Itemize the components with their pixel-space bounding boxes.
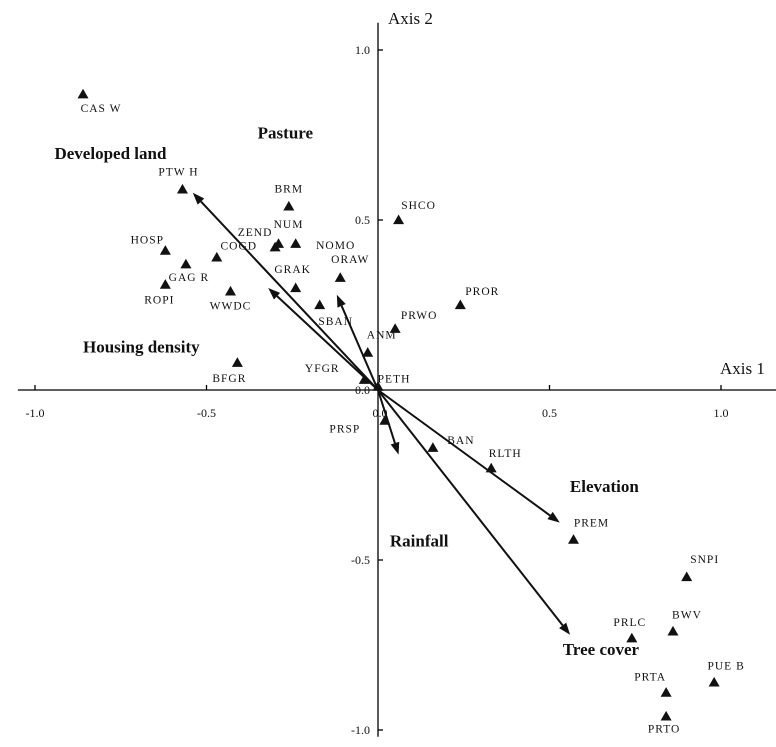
point-label-pue-b: PUE B [707,660,744,672]
point-sban [314,299,326,310]
point-prwo [389,323,401,333]
point-label-zend: ZEND [238,227,273,239]
vector-tree-cover-arrowhead [559,622,571,635]
point-label-snpi: SNPI [690,554,719,566]
vectors-layer [192,192,571,635]
point-peth [372,381,384,391]
point-nomo [290,238,302,248]
point-label-prwo: PRWO [401,310,438,322]
point-wwdc [225,285,237,296]
y-axis-title: Axis 2 [388,9,433,28]
point-rlth [485,462,497,473]
point-label-ropi: ROPI [144,295,174,307]
point-label-prta: PRTA [634,672,666,684]
vector-housing-density-arrowhead [268,288,281,300]
vector-developed-land-label: Developed land [54,144,166,163]
point-anm [362,347,374,357]
x-tick-label: 0.5 [542,406,557,420]
point-label-anm: ANM [367,330,397,342]
point-label-hosp: HOSP [131,235,164,247]
points-layer [77,88,720,721]
point-prta [660,687,672,697]
point-ptw-h [176,183,188,194]
point-prto [660,710,672,721]
vector-elevation-shaft [377,389,551,517]
point-label-oraw: ORAW [331,254,369,266]
point-label-shco: SHCO [401,200,436,212]
point-label-sban: SBAN [318,316,353,328]
vector-tree-cover-shaft [377,389,564,626]
point-bwv [667,625,679,636]
point-label-yfgr: YFGR [305,363,340,375]
point-label-prlc: PRLC [613,617,646,629]
point-num [273,238,285,248]
point-cas-w [77,88,89,99]
x-tick-label: -0.5 [197,406,216,420]
point-cogd [211,251,223,262]
vector-pasture-arrowhead [336,294,346,308]
y-tick-label: -1.0 [351,723,370,737]
y-tick-label: 0.0 [355,383,370,397]
vector-pasture-shaft [340,305,379,391]
point-label-bfgr: BFGR [212,373,246,385]
point-grak [290,282,302,293]
vector-developed-land-arrowhead [192,192,205,205]
point-prsp [379,415,391,425]
x-tick-label: -1.0 [26,406,45,420]
vector-housing-density-shaft [276,295,379,391]
point-bfgr [231,357,243,367]
point-label-ban: BAN [447,435,474,447]
point-label-cogd: COGD [220,240,257,252]
x-axis-title: Axis 1 [720,359,765,378]
point-label-bwv: BWV [672,609,702,621]
vector-tree-cover-label: Tree cover [563,640,640,659]
y-tick-label: 0.5 [355,213,370,227]
point-snpi [681,571,693,582]
y-tick-label: 1.0 [355,43,370,57]
point-label-prsp: PRSP [329,424,360,436]
point-label-pror: PROR [465,286,499,298]
point-label-cas-w: CAS W [81,103,122,115]
point-label-prto: PRTO [648,723,681,735]
point-pue-b [708,676,720,687]
vector-rainfall-shaft [377,389,396,444]
y-tick-label: -0.5 [351,553,370,567]
point-label-wwdc: WWDC [210,300,252,312]
point-label-ptw-h: PTW H [158,166,198,178]
point-ban [427,442,439,452]
point-label-peth: PETH [378,374,411,386]
vector-housing-density-label: Housing density [83,338,200,357]
point-prlc [626,632,638,643]
vector-elevation-arrowhead [547,511,560,523]
x-tick-label: 1.0 [714,406,729,420]
vector-pasture-label: Pasture [258,123,314,142]
vector-developed-land-shaft [200,200,379,391]
vector-rainfall-label: Rainfall [390,531,449,550]
point-hosp [159,245,171,255]
point-label-grak: GRAK [274,264,311,276]
point-gag-r [180,258,192,269]
point-label-num: NUM [274,219,304,231]
vector-elevation-label: Elevation [570,477,639,496]
point-label-rlth: RLTH [489,448,522,460]
point-prem [568,534,580,544]
point-label-gag-r: GAG R [169,272,209,284]
point-brm [283,200,295,211]
point-oraw [334,272,346,282]
point-shco [393,214,405,225]
vector-rainfall-arrowhead [390,441,400,455]
point-ropi [159,279,171,289]
point-label-brm: BRM [275,183,304,195]
point-label-prem: PREM [574,518,609,530]
point-label-nomo: NOMO [316,240,355,252]
point-yfgr [358,374,370,384]
point-pror [454,299,466,310]
labels-layer: Pasture Developed land Housing density Rain… [54,103,744,735]
